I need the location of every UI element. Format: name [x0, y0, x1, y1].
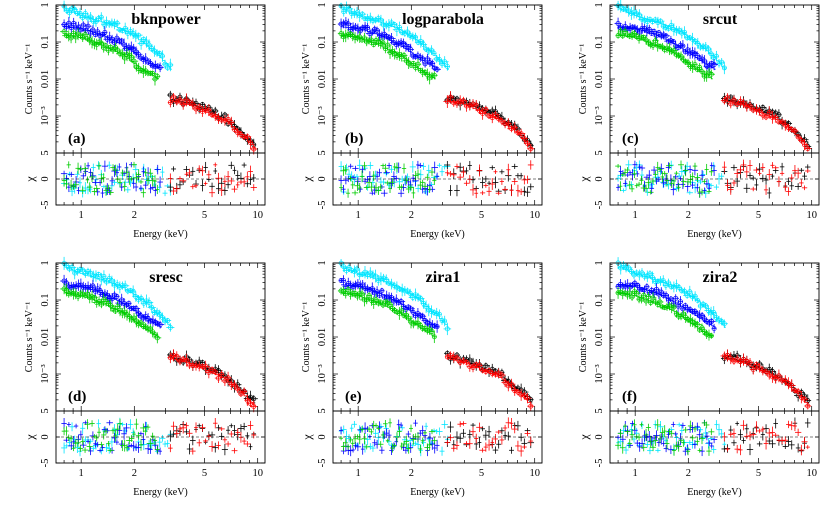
y-tick-label-bottom: -5: [40, 459, 51, 468]
y-tick-label-top: 1: [317, 2, 328, 7]
x-tick-label: 2: [132, 210, 137, 221]
y-tick-label-top: 10⁻³: [40, 364, 51, 383]
x-tick-label: 1: [79, 468, 84, 479]
panel-letter: (c): [622, 131, 639, 147]
x-axis-label: Energy (keV): [410, 229, 465, 240]
y-tick-label-top: 1: [594, 2, 605, 7]
y-tick-label-bottom: -5: [594, 201, 605, 210]
y-axis-label-top: Counts s⁻¹ keV⁻¹: [301, 44, 312, 114]
y-axis-label-bottom: χ: [23, 434, 37, 441]
y-axis-label-top: Counts s⁻¹ keV⁻¹: [24, 302, 35, 372]
x-tick-label: 5: [202, 210, 207, 221]
x-tick-label: 10: [252, 210, 263, 221]
x-tick-label: 5: [479, 210, 484, 221]
y-tick-label-bottom: 5: [40, 150, 51, 155]
series-blue: [61, 17, 164, 198]
x-axis-label: Energy (keV): [687, 229, 742, 240]
series-cyan: [338, 259, 451, 456]
model-name: bknpower: [131, 11, 200, 28]
y-tick-label-bottom: -5: [317, 201, 328, 210]
y-tick-label-bottom: 5: [594, 150, 605, 155]
y-axis-label-top: Counts s⁻¹ keV⁻¹: [24, 44, 35, 114]
model-name: srcut: [703, 11, 738, 28]
y-axis-label-bottom: χ: [23, 176, 37, 183]
x-tick-label: 1: [79, 210, 84, 221]
y-tick-label-bottom: 5: [317, 150, 328, 155]
x-tick-label: 5: [202, 468, 207, 479]
y-tick-label-bottom: 5: [40, 408, 51, 413]
x-tick-label: 2: [132, 468, 137, 479]
y-tick-label-top: 10⁻³: [317, 106, 328, 125]
y-tick-label-bottom: 0: [40, 434, 51, 439]
panel-a: 1 2 5 10 1 0.1 0.01 10⁻³ 5 0 -5 Counts s⁻¹ keV⁻¹ χ En…: [23, 1, 265, 240]
series-red: [168, 93, 258, 197]
y-axis-label-top: Counts s⁻¹ keV⁻¹: [578, 44, 589, 114]
x-axis-label: Energy (keV): [133, 229, 188, 240]
panel-letter: (b): [345, 131, 363, 147]
y-tick-label-top: 0.01: [40, 328, 51, 346]
series-green: [60, 284, 161, 454]
y-tick-label-top: 0.1: [317, 35, 328, 48]
x-tick-label: 2: [686, 210, 691, 221]
series-black: [444, 350, 534, 453]
x-tick-label: 10: [806, 210, 817, 221]
series-black: [444, 92, 534, 197]
panel-b: 1 2 5 10 1 0.1 0.01 10⁻³ 5 0 -5 Counts s⁻¹ keV⁻¹ χ En…: [300, 2, 542, 240]
x-tick-label: 10: [529, 210, 540, 221]
y-tick-label-top: 0.1: [594, 35, 605, 48]
y-tick-label-top: 10⁻³: [594, 106, 605, 125]
y-tick-label-top: 0.01: [594, 70, 605, 88]
y-axis-label-bottom: χ: [577, 176, 591, 183]
panel-letter: (d): [68, 389, 86, 405]
x-tick-label: 2: [409, 210, 414, 221]
series-red: [167, 349, 257, 454]
x-axis-label: Energy (keV): [133, 487, 188, 498]
y-tick-label-bottom: 0: [317, 176, 328, 181]
y-axis-label-bottom: χ: [300, 176, 314, 183]
x-tick-label: 1: [356, 210, 361, 221]
panel-d: 1 2 5 10 1 0.1 0.01 10⁻³ 5 0 -5 Counts s⁻¹ keV⁻¹ χ En…: [23, 257, 265, 498]
series-black: [167, 91, 256, 195]
model-name: logparabola: [402, 11, 484, 28]
x-tick-label: 5: [756, 210, 761, 221]
y-tick-label-top: 1: [40, 2, 51, 7]
x-tick-label: 1: [633, 210, 638, 221]
x-tick-label: 10: [252, 468, 263, 479]
panel-letter: (a): [68, 131, 86, 147]
y-tick-label-top: 0.1: [40, 293, 51, 306]
y-tick-label-top: 0.1: [40, 35, 51, 48]
y-tick-label-top: 1: [40, 260, 51, 265]
y-tick-label-top: 0.01: [40, 70, 51, 88]
y-tick-label-top: 0.01: [317, 70, 328, 88]
y-tick-label-bottom: 0: [40, 176, 51, 181]
y-tick-label-bottom: -5: [40, 201, 51, 210]
y-tick-label-bottom: 0: [594, 176, 605, 181]
y-tick-label-top: 10⁻³: [40, 106, 51, 125]
panel-c: 1 2 5 10 1 0.1 0.01 10⁻³ 5 0 -5 Counts s⁻¹ keV⁻¹ χ En…: [577, 0, 819, 240]
model-name: sresc: [149, 269, 182, 286]
